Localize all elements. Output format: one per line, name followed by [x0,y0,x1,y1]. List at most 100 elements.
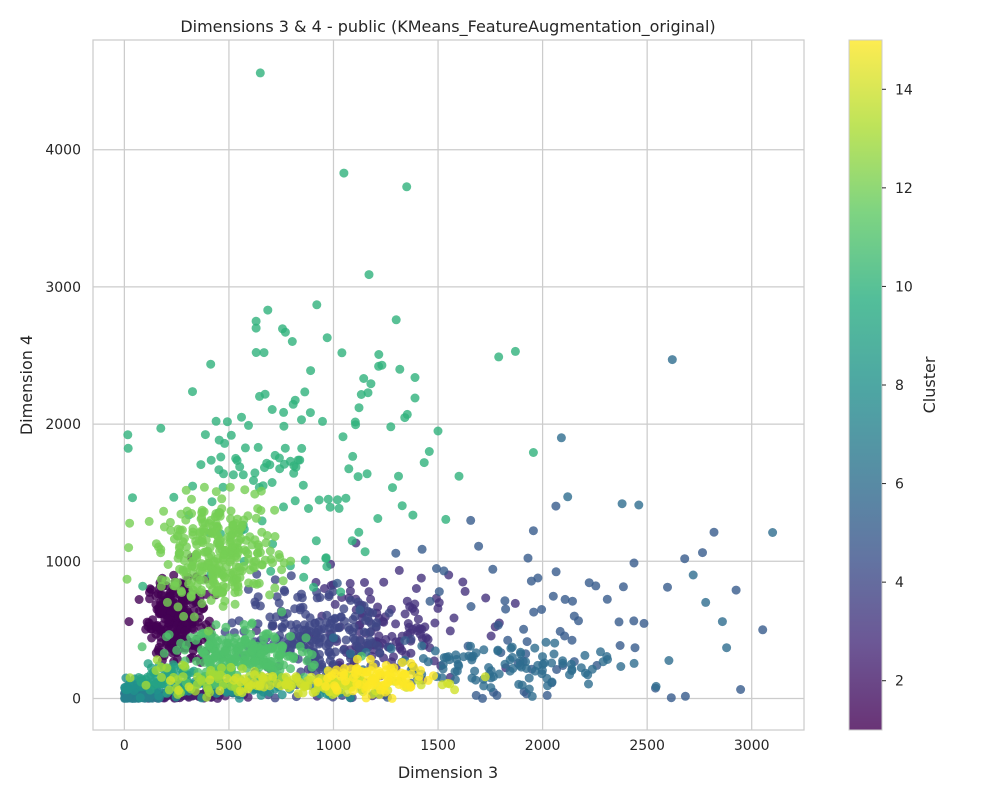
data-point [374,350,384,359]
data-point [263,305,273,315]
data-point [516,647,525,657]
data-point [143,621,153,631]
data-point [244,420,253,430]
data-point [387,693,397,703]
data-point [215,535,225,544]
data-point [425,596,435,606]
data-point [279,421,289,431]
data-point [391,315,401,325]
data-point [297,415,306,425]
data-point [524,673,534,683]
data-point [526,576,536,586]
data-point [309,582,318,592]
data-point [373,681,383,691]
data-point [265,681,275,691]
data-point [236,534,246,543]
data-point [162,632,171,642]
data-point [251,348,261,357]
data-point [587,664,597,674]
data-point [560,594,570,604]
data-point [384,608,394,618]
data-point [188,557,198,566]
data-point [303,648,313,658]
data-point [523,553,533,563]
data-point [125,673,135,683]
data-point [261,538,271,548]
data-point [395,364,405,374]
data-point [602,594,612,604]
data-point [178,660,188,670]
data-point [163,614,173,624]
data-point [197,676,207,686]
data-point [195,606,205,616]
data-point [188,569,198,579]
data-point [201,547,211,557]
data-point [128,493,137,503]
data-point [201,650,211,660]
data-point [486,683,496,693]
data-point [265,590,275,600]
data-point [259,631,269,641]
data-point [306,672,316,682]
data-point [486,666,496,676]
data-point [352,654,362,664]
data-point [386,422,396,432]
data-point [275,658,285,668]
data-point [246,629,256,639]
data-point [253,504,263,514]
data-point [280,327,290,337]
data-point [394,471,403,481]
data-point [176,509,186,519]
data-point [156,662,166,672]
data-point [240,443,250,453]
data-point [304,504,313,513]
x-tick-label: 1000 [316,738,352,754]
data-point [391,548,401,558]
data-point [189,585,199,595]
data-point [698,548,707,558]
data-point [250,656,260,666]
data-point [651,681,661,691]
data-point [341,635,351,645]
plot-background [93,40,804,730]
data-point [574,616,583,626]
data-point [225,482,235,492]
data-point [359,374,369,383]
data-point [558,658,568,668]
data-point [576,663,586,673]
data-point [234,562,244,572]
data-point [319,624,329,634]
data-point [404,622,414,632]
x-tick-label: 3000 [734,738,770,754]
data-point [159,506,169,516]
data-point [195,527,205,537]
data-point [360,578,369,587]
data-point [267,405,277,414]
data-point [188,387,197,397]
data-point [361,615,370,625]
data-point [500,659,510,669]
data-point [163,560,173,569]
data-point [555,626,565,636]
data-point [507,642,517,652]
data-point [449,613,459,623]
data-point [216,452,226,462]
y-tick-label: 1000 [45,554,81,570]
data-point [474,541,484,551]
data-point [206,595,216,605]
data-point [141,680,151,690]
data-point [394,680,404,689]
data-point [288,399,298,409]
data-point [414,672,424,681]
data-point [493,620,503,630]
data-point [336,587,346,597]
data-point [217,494,227,504]
data-point [243,511,253,521]
data-point [416,573,426,583]
x-tick-label: 2000 [525,738,561,754]
data-point [279,407,289,417]
data-point [394,565,404,575]
data-point [151,591,161,601]
data-point [169,588,179,598]
